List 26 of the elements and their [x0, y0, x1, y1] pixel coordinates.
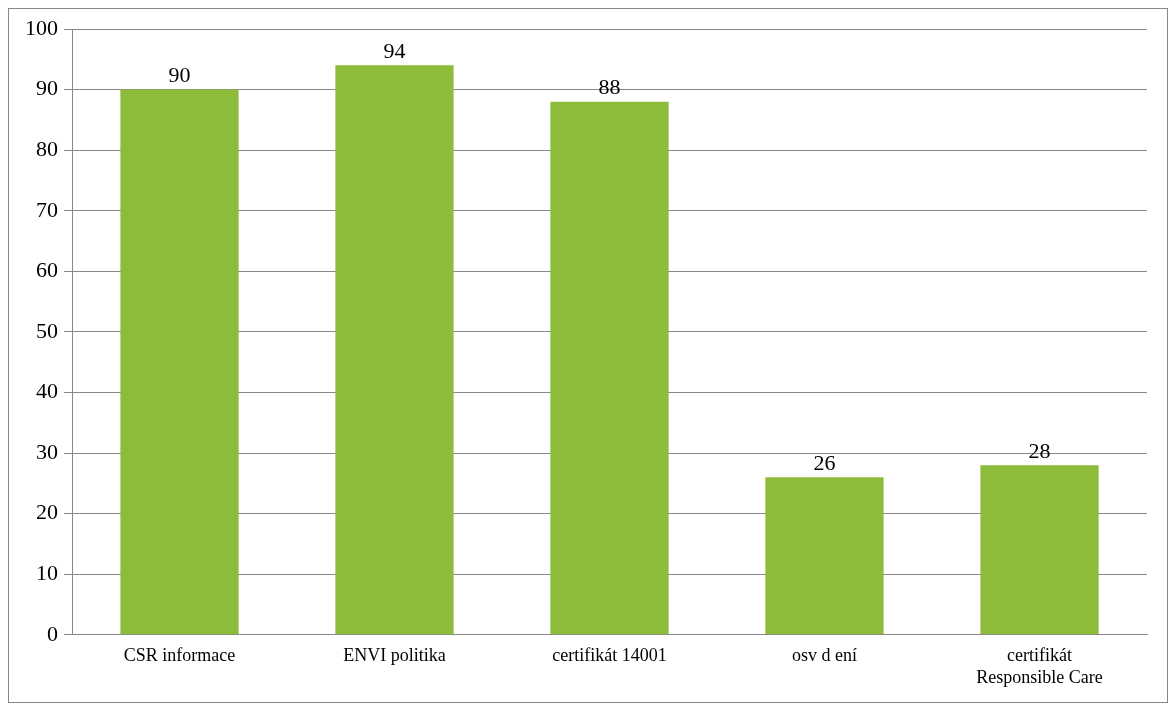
y-tick-label: 90 — [36, 75, 58, 101]
y-tick-label: 50 — [36, 317, 58, 343]
y-tick-label: 40 — [36, 378, 58, 404]
y-tick-label: 0 — [47, 620, 58, 646]
y-tick-label: 20 — [36, 499, 58, 525]
bar — [335, 65, 454, 635]
bar — [550, 101, 669, 635]
y-tick-label: 80 — [36, 135, 58, 161]
bar — [765, 477, 884, 635]
x-tick-label: ENVI politika — [343, 645, 446, 666]
y-tick-label: 30 — [36, 438, 58, 464]
bar — [120, 89, 239, 635]
data-label: 28 — [1028, 437, 1051, 463]
data-label: 88 — [598, 74, 621, 100]
y-tick-label: 60 — [36, 257, 58, 283]
data-label: 26 — [813, 450, 836, 476]
y-tick-label: 10 — [36, 560, 58, 585]
data-label: 94 — [383, 38, 406, 64]
x-tick-label: osv d ení — [792, 645, 857, 666]
y-tick-label: 70 — [36, 196, 58, 222]
x-tick-label: CSR informace — [123, 645, 236, 666]
bar — [980, 465, 1099, 635]
data-label: 90 — [168, 62, 191, 88]
x-tick-label: certifikát Responsible Care — [976, 645, 1103, 687]
x-tick-label: certifikát 14001 — [552, 645, 667, 666]
y-tick-label: 100 — [25, 14, 58, 40]
